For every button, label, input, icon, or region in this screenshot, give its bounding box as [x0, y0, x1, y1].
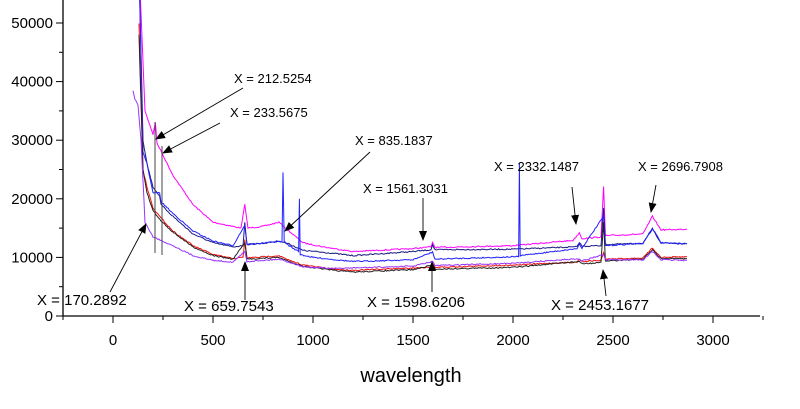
x-tick-label: 3000 [696, 332, 729, 349]
drop-lines [154, 122, 163, 255]
peak-annotation: X = 2453.1677 [551, 269, 649, 314]
annotations: X = 212.5254 X = 233.5675 X = 835.1837 X = … [37, 71, 723, 315]
annotation-label: X = 835.1837 [355, 133, 433, 148]
x-tick-label: 1500 [396, 332, 429, 349]
peak-annotation: X = 2332.1487 [494, 159, 580, 225]
peak-annotation: X = 2696.7908 [638, 159, 723, 213]
annotation-label: X = 212.5254 [234, 71, 312, 86]
annotation-arrow [284, 151, 371, 232]
annotation-label: X = 1598.6206 [367, 294, 465, 311]
y-tick-label: 0 [45, 308, 53, 325]
series-layer [132, 0, 688, 274]
x-axis-label: wavelength [359, 365, 461, 387]
x-tick-label: 1000 [296, 332, 329, 349]
series-line-6 [132, 90, 688, 270]
annotation-label: X = 2453.1677 [551, 297, 649, 314]
x-tick-label: 2000 [496, 332, 529, 349]
peak-annotation: X = 212.5254 [155, 71, 312, 140]
y-tick-label: 50000 [11, 15, 53, 32]
peak-annotation: X = 1598.6206 [367, 261, 465, 311]
annotation-label: X = 1561.3031 [363, 181, 448, 196]
annotation-arrow [155, 87, 244, 140]
annotation-arrow [571, 186, 580, 225]
x-tick-label: 2500 [596, 332, 629, 349]
series-line-1 [139, 0, 687, 253]
annotation-label: X = 233.5675 [230, 105, 308, 120]
peak-annotation: X = 170.2892 [37, 223, 147, 309]
annotation-label: X = 2696.7908 [638, 159, 723, 174]
x-tick-label: 500 [200, 332, 225, 349]
y-tick-label: 20000 [11, 191, 53, 208]
peak-annotation: X = 233.5675 [162, 105, 308, 154]
y-tick-label: 40000 [11, 74, 53, 91]
annotation-arrow [109, 223, 147, 293]
series-line-2 [139, 0, 688, 257]
x-tick-label: 0 [109, 332, 117, 349]
peak-annotation: X = 1561.3031 [363, 181, 448, 241]
y-tick-label: 30000 [11, 132, 53, 149]
annotation-arrow [162, 122, 221, 154]
series-line-4 [138, 23, 688, 272]
peak-annotation: X = 835.1837 [284, 133, 433, 232]
annotation-arrow [600, 269, 609, 297]
peak-annotation: X = 659.7543 [184, 261, 274, 315]
annotation-label: X = 659.7543 [184, 298, 274, 315]
y-tick-label: 10000 [11, 249, 53, 266]
ticks: 0 500 1000 1500 2000 2500 30000100002000030000… [11, 15, 764, 349]
series-line-3 [139, 0, 688, 263]
series-line-5 [138, 34, 688, 274]
annotation-label: X = 170.2892 [37, 292, 127, 309]
annotation-label: X = 2332.1487 [494, 159, 579, 174]
annotation-arrow [648, 184, 657, 213]
